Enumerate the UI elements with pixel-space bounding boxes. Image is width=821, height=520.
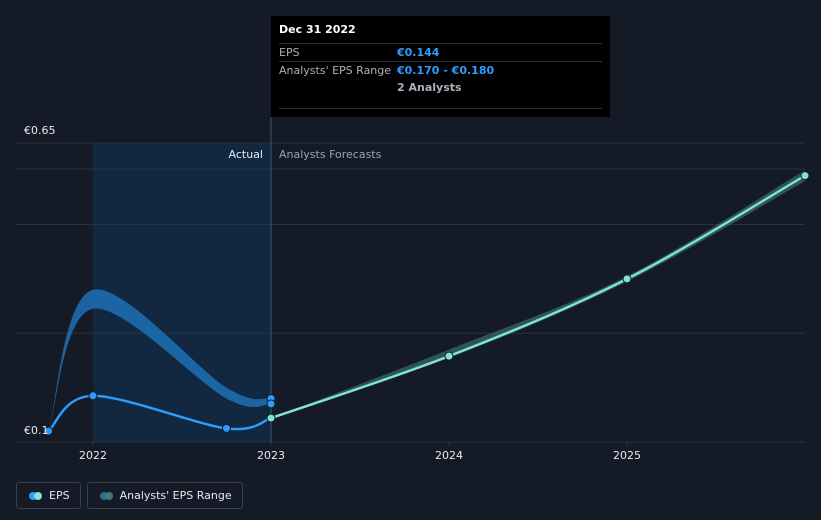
data-markers (44, 171, 810, 436)
eps-point (266, 399, 276, 409)
chart-legend: EPS Analysts' EPS Range (16, 482, 243, 509)
tooltip-value: €0.170 - €0.180 (397, 64, 495, 77)
legend-item-eps-range[interactable]: Analysts' EPS Range (86, 482, 243, 509)
y-tick-label: €0.1 (24, 424, 49, 437)
forecast-point (444, 351, 454, 361)
tooltip-value: €0.144 (397, 46, 440, 59)
x-tick-label: 2024 (435, 449, 463, 462)
hover-tooltip: Dec 31 2022 EPS €0.144 Analysts' EPS Ran… (271, 16, 610, 117)
eps-point (222, 423, 231, 433)
forecast-region-label: Analysts Forecasts (279, 148, 382, 161)
eps-line-actual (47, 394, 272, 433)
series-lines (47, 174, 806, 433)
legend-label: Analysts' EPS Range (119, 489, 232, 502)
axis-labels: €0.65 €0.1 2022 2023 2024 2025 Actual Analysts … (24, 124, 641, 462)
tooltip-value: 2 Analysts (397, 81, 462, 94)
tooltip-label: Analysts' EPS Range (279, 64, 392, 77)
eps-range-legend-icon (99, 491, 113, 500)
legend-label: EPS (49, 489, 70, 502)
eps-line-forecast (270, 174, 806, 420)
forecast-point (266, 413, 276, 423)
tooltip-row-range: Analysts' EPS Range €0.170 - €0.180 (279, 61, 602, 79)
forecast-point (622, 274, 632, 284)
legend-item-eps[interactable]: EPS (16, 482, 81, 509)
x-tick-label: 2023 (257, 449, 285, 462)
tooltip-row-analysts: 2 Analysts (279, 79, 602, 96)
actual-region-shade (93, 143, 271, 442)
tooltip-label: EPS (279, 46, 300, 59)
eps-point (88, 391, 98, 401)
tooltip-divider (279, 108, 602, 109)
forecast-point (800, 171, 810, 181)
y-tick-label: €0.65 (24, 124, 56, 137)
eps-point (44, 426, 53, 436)
tooltip-label (279, 79, 397, 96)
x-tick-label: 2025 (613, 449, 641, 462)
eps-legend-icon (29, 491, 42, 500)
x-tick-label: 2022 (79, 449, 107, 462)
tooltip-row-eps: EPS €0.144 (279, 43, 602, 61)
tooltip-date: Dec 31 2022 (279, 23, 356, 36)
actual-region-label: Actual (229, 148, 263, 161)
range-band-forecast_range (271, 170, 805, 419)
